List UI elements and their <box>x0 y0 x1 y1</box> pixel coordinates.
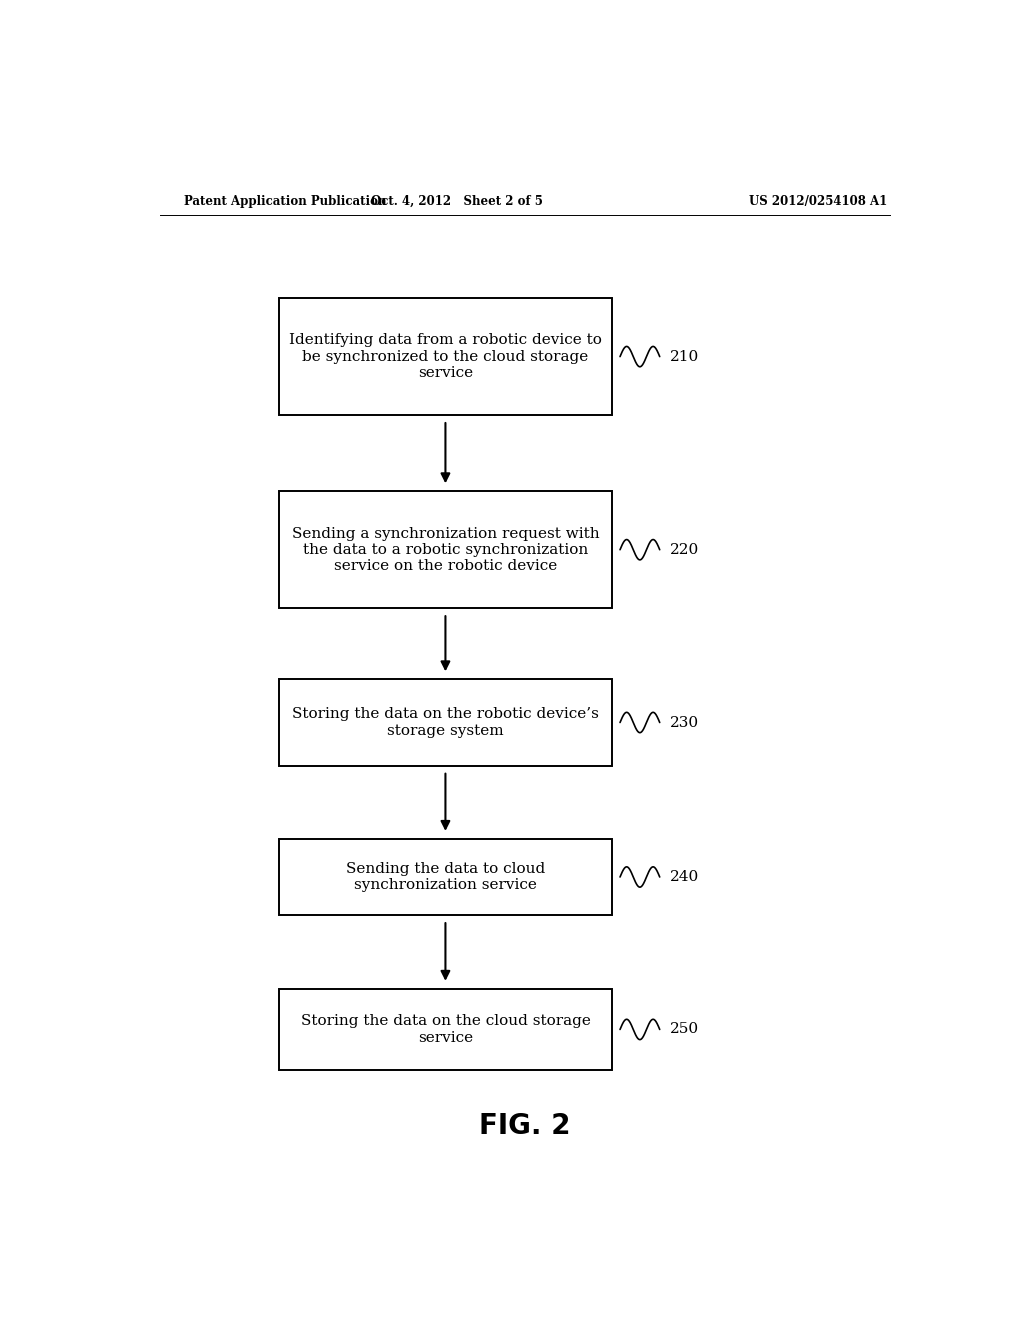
Text: US 2012/0254108 A1: US 2012/0254108 A1 <box>750 194 888 207</box>
Bar <box>279 298 612 414</box>
Text: Patent Application Publication: Patent Application Publication <box>183 194 386 207</box>
Text: 210: 210 <box>670 350 699 363</box>
Text: Sending the data to cloud
synchronization service: Sending the data to cloud synchronizatio… <box>346 862 545 892</box>
Bar <box>279 989 612 1071</box>
Text: Sending a synchronization request with
the data to a robotic synchronization
ser: Sending a synchronization request with t… <box>292 527 599 573</box>
Bar <box>279 680 612 766</box>
Bar <box>279 491 612 609</box>
Text: FIG. 2: FIG. 2 <box>479 1111 570 1140</box>
Text: 230: 230 <box>670 715 699 730</box>
Text: Identifying data from a robotic device to
be synchronized to the cloud storage
s: Identifying data from a robotic device t… <box>289 334 602 380</box>
Text: 220: 220 <box>670 543 699 557</box>
Text: 250: 250 <box>670 1023 699 1036</box>
Text: 240: 240 <box>670 870 699 884</box>
Text: Storing the data on the cloud storage
service: Storing the data on the cloud storage se… <box>300 1014 591 1044</box>
Text: Oct. 4, 2012   Sheet 2 of 5: Oct. 4, 2012 Sheet 2 of 5 <box>372 194 544 207</box>
Text: Storing the data on the robotic device’s
storage system: Storing the data on the robotic device’s… <box>292 708 599 738</box>
Bar <box>279 840 612 915</box>
